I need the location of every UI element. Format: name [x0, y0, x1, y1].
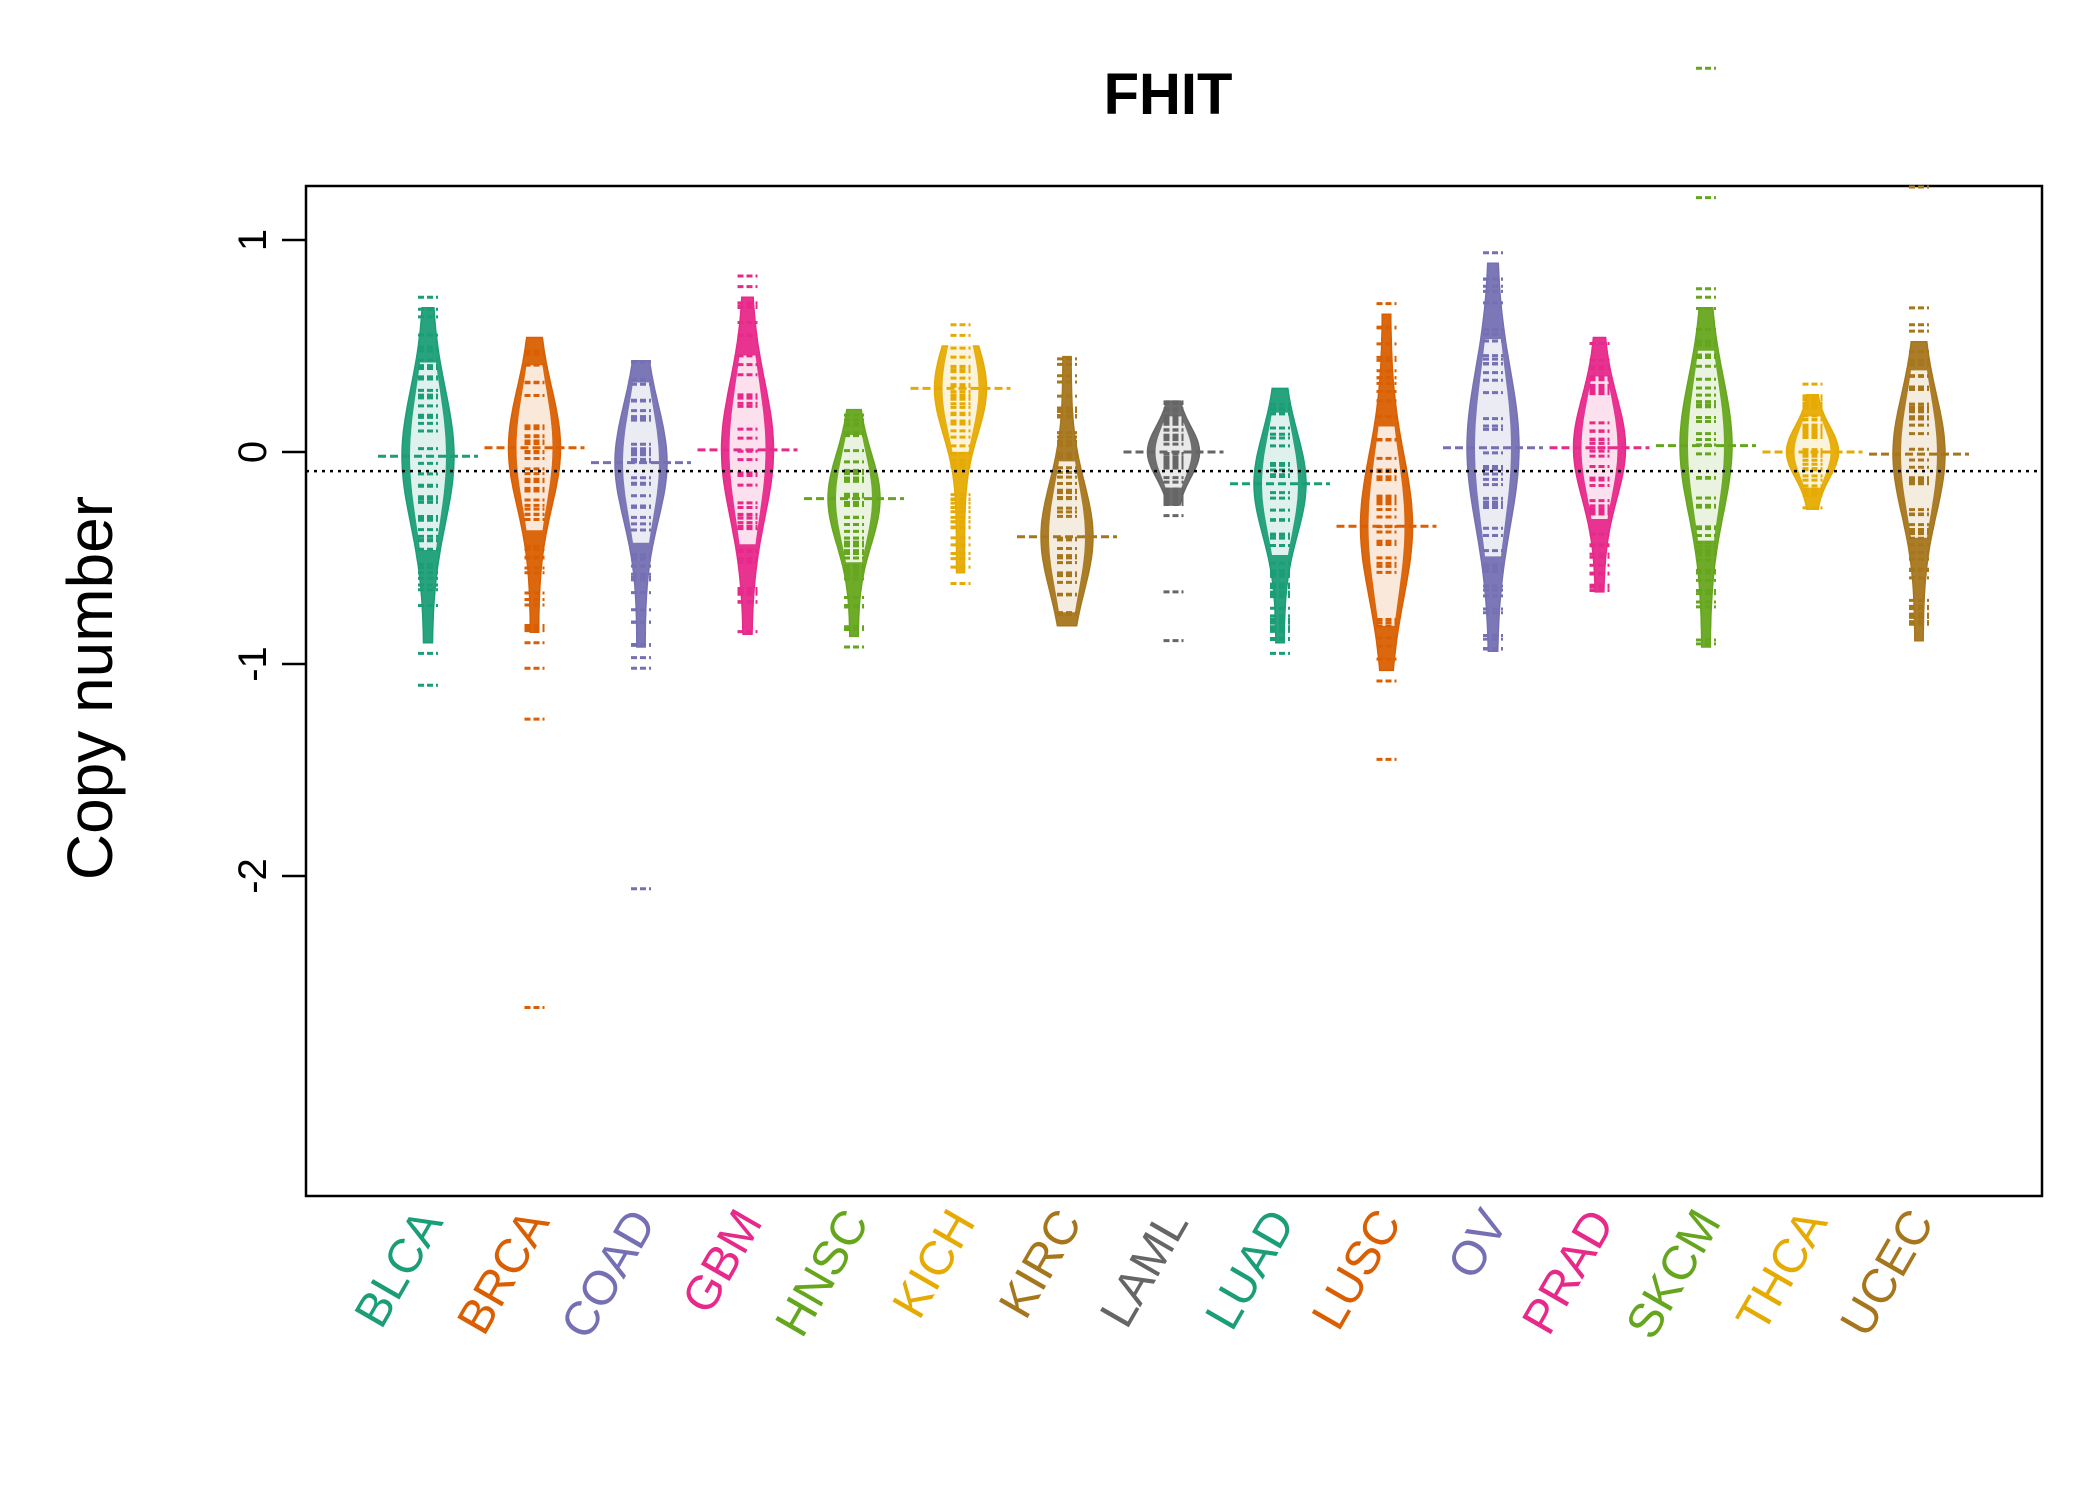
x-label-brca: BRCA — [447, 1201, 560, 1343]
x-label-blca: BLCA — [345, 1201, 454, 1336]
x-label-thca: THCA — [1727, 1201, 1838, 1341]
x-label-kich: KICH — [883, 1201, 986, 1327]
x-label-skcm: SKCM — [1616, 1201, 1731, 1348]
plot-frame — [304, 184, 2044, 1198]
x-label-laml: LAML — [1090, 1201, 1199, 1336]
x-label-lusc: LUSC — [1302, 1201, 1412, 1338]
x-label-gbm: GBM — [672, 1201, 773, 1322]
y-tick-label: -2 — [231, 858, 275, 894]
y-axis-label: Copy number — [54, 496, 126, 880]
x-label-kirc: KIRC — [989, 1201, 1092, 1327]
x-label-ucec: UCEC — [1831, 1201, 1945, 1345]
chart-title: FHIT — [1104, 62, 1233, 127]
y-tick-label: -1 — [231, 646, 275, 682]
y-tick-label: 0 — [231, 441, 275, 463]
y-tick-label: 1 — [231, 229, 275, 251]
x-label-luad: LUAD — [1196, 1201, 1306, 1338]
x-label-ov: OV — [1438, 1201, 1519, 1288]
x-label-prad: PRAD — [1512, 1201, 1625, 1343]
x-label-hnsc: HNSC — [766, 1201, 880, 1345]
x-label-coad: COAD — [551, 1201, 666, 1348]
